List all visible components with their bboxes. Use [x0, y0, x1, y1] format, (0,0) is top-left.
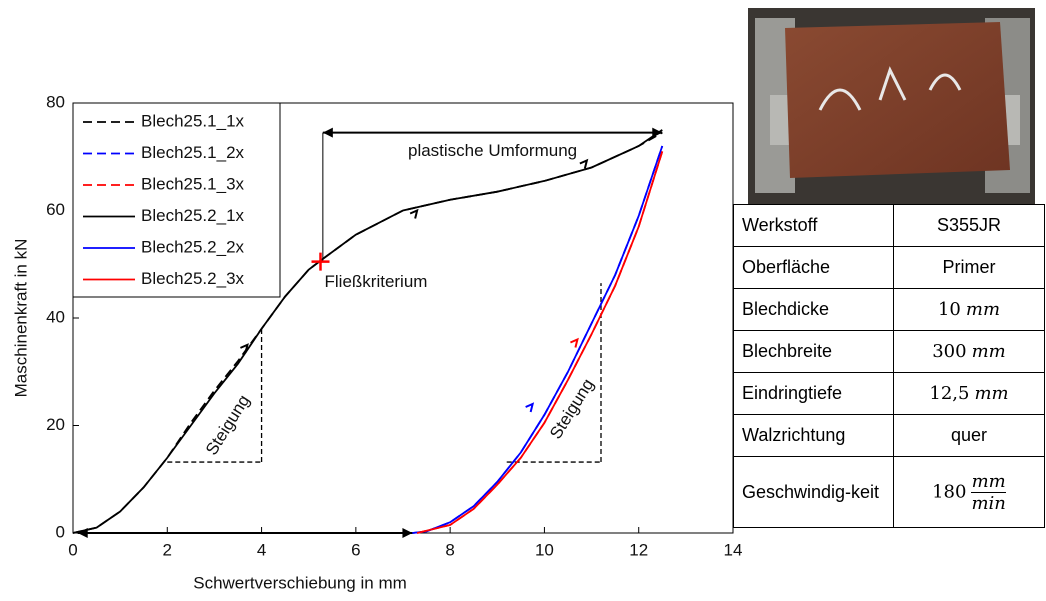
series-line — [412, 146, 662, 533]
y-tick-label: 80 — [46, 92, 65, 111]
annotation: Steigung — [202, 391, 254, 458]
x-tick-label: 6 — [351, 540, 360, 559]
row-value: quer — [894, 415, 1045, 457]
x-tick-label: 14 — [724, 540, 743, 559]
value-number: 10 — [938, 299, 961, 320]
direction-arrow — [526, 404, 533, 412]
x-tick-label: 0 — [68, 540, 77, 559]
x-tick-label: 2 — [163, 540, 172, 559]
legend-label: Blech25.1_3x — [141, 174, 245, 193]
value-number: 12,5 — [929, 383, 969, 404]
y-tick-label: 40 — [46, 307, 65, 326]
row-value: Primer — [894, 247, 1045, 289]
value-unit: mm — [966, 299, 1000, 320]
value-number: 300 — [932, 341, 966, 362]
series-line — [417, 151, 662, 533]
row-label: Blechbreite — [734, 331, 894, 373]
row-label: Eindringtiefe — [734, 373, 894, 415]
value-number: 180 — [932, 481, 966, 502]
fraction-numerator: mm — [971, 471, 1005, 493]
row-label: Werkstoff — [734, 205, 894, 247]
arrow-head — [323, 128, 333, 138]
legend-box — [73, 103, 280, 297]
arrow-head — [402, 528, 412, 538]
y-tick-label: 20 — [46, 415, 65, 434]
value-unit: mm — [972, 341, 1006, 362]
row-value: 12,5 mm — [894, 373, 1045, 415]
row-label: Oberfläche — [734, 247, 894, 289]
annotation: Steigung — [546, 375, 598, 442]
value-unit: mm — [974, 383, 1008, 404]
annotation: plastische Umformung — [408, 141, 577, 160]
row-label: Geschwindig-keit — [734, 457, 894, 528]
legend-label: Blech25.2_3x — [141, 269, 245, 288]
row-value: 300 mm — [894, 331, 1045, 373]
y-tick-label: 60 — [46, 200, 65, 219]
row-value: S355JR — [894, 205, 1045, 247]
row-value: 10 mm — [894, 289, 1045, 331]
x-axis-label: Schwertverschiebung in mm — [193, 573, 407, 592]
x-tick-label: 10 — [535, 540, 554, 559]
series-line — [412, 146, 662, 533]
y-axis-label: Maschinenkraft in kN — [11, 239, 30, 398]
x-tick-label: 4 — [257, 540, 266, 559]
direction-arrow — [570, 340, 577, 348]
fraction-denominator: min — [971, 493, 1005, 514]
yield-label: Fließkriterium — [325, 272, 428, 291]
series-line — [417, 151, 662, 533]
legend-label: Blech25.2_2x — [141, 237, 245, 256]
legend-label: Blech25.1_1x — [141, 111, 245, 130]
direction-arrow — [580, 161, 587, 169]
x-tick-label: 12 — [629, 540, 648, 559]
row-label: Blechdicke — [734, 289, 894, 331]
photo — [748, 8, 1035, 204]
row-label: Walzrichtung — [734, 415, 894, 457]
direction-arrow — [410, 211, 417, 219]
legend-label: Blech25.2_1x — [141, 206, 245, 225]
y-tick-label: 0 — [56, 522, 65, 541]
legend-label: Blech25.1_2x — [141, 143, 245, 162]
x-tick-label: 8 — [445, 540, 454, 559]
